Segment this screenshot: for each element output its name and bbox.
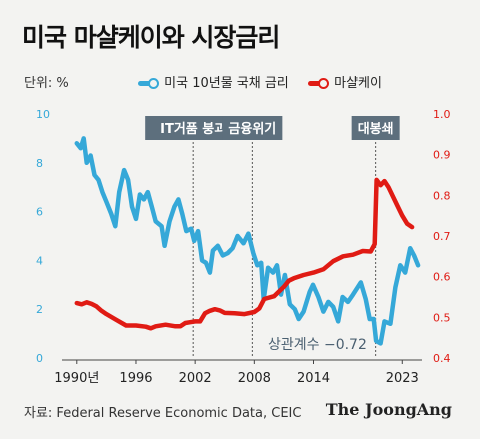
x-tick-label: 2008 [238,371,271,386]
x-tick-label: 2014 [297,371,330,386]
event-label: 대봉쇄 [358,121,394,137]
y-right-tick-label: 0.4 [433,352,451,365]
y-left-tick-label: 2 [36,303,43,316]
event-label-box [222,116,283,140]
legend-item-marshallian-k: 마샬케이 [308,72,382,91]
legend-label-marshallian-k: 마샬케이 [334,76,382,91]
y-right-tick-label: 0.9 [433,149,451,162]
event-label-box [351,116,400,140]
source-note: 자료: Federal Reserve Economic Data, CEIC [24,406,302,421]
x-tick-label: 1990년 [54,371,99,386]
legend-swatch-blue [138,78,159,89]
legend-swatch-red [308,78,329,89]
y-right-tick-label: 0.6 [433,271,451,284]
y-right-tick-label: 1.0 [433,108,451,121]
publisher-logo: The JoongAng [325,400,452,419]
y-left-tick-label: 10 [36,108,50,121]
chart-title: 미국 마샬케이와 시장금리 [22,23,280,52]
legend-item-treasury-yield: 미국 10년물 국채 금리 [138,72,289,91]
y-left-tick-label: 8 [36,157,43,170]
x-tick-label: 2002 [179,371,212,386]
marshallian-k-line [74,177,415,331]
y-left-tick-label: 4 [36,254,43,267]
x-tick-label: 1996 [119,371,152,386]
y-right-tick-label: 0.5 [433,311,451,324]
y-right-tick-label: 0.8 [433,189,451,202]
treasury-yield-line [74,136,421,346]
y-left-tick-label: 6 [36,206,43,219]
unit-label: 단위: % [24,76,69,91]
event-label: IT거품 붕괴 [160,122,226,137]
y-left-tick-label: 0 [36,352,43,365]
legend-label-treasury-yield: 미국 10년물 국채 금리 [164,76,289,91]
correlation-annotation: 상관계수 −0.72 [268,337,367,353]
y-right-tick-label: 0.7 [433,230,451,243]
event-label: 금융위기 [228,121,276,137]
x-tick-label: 2023 [386,371,419,386]
